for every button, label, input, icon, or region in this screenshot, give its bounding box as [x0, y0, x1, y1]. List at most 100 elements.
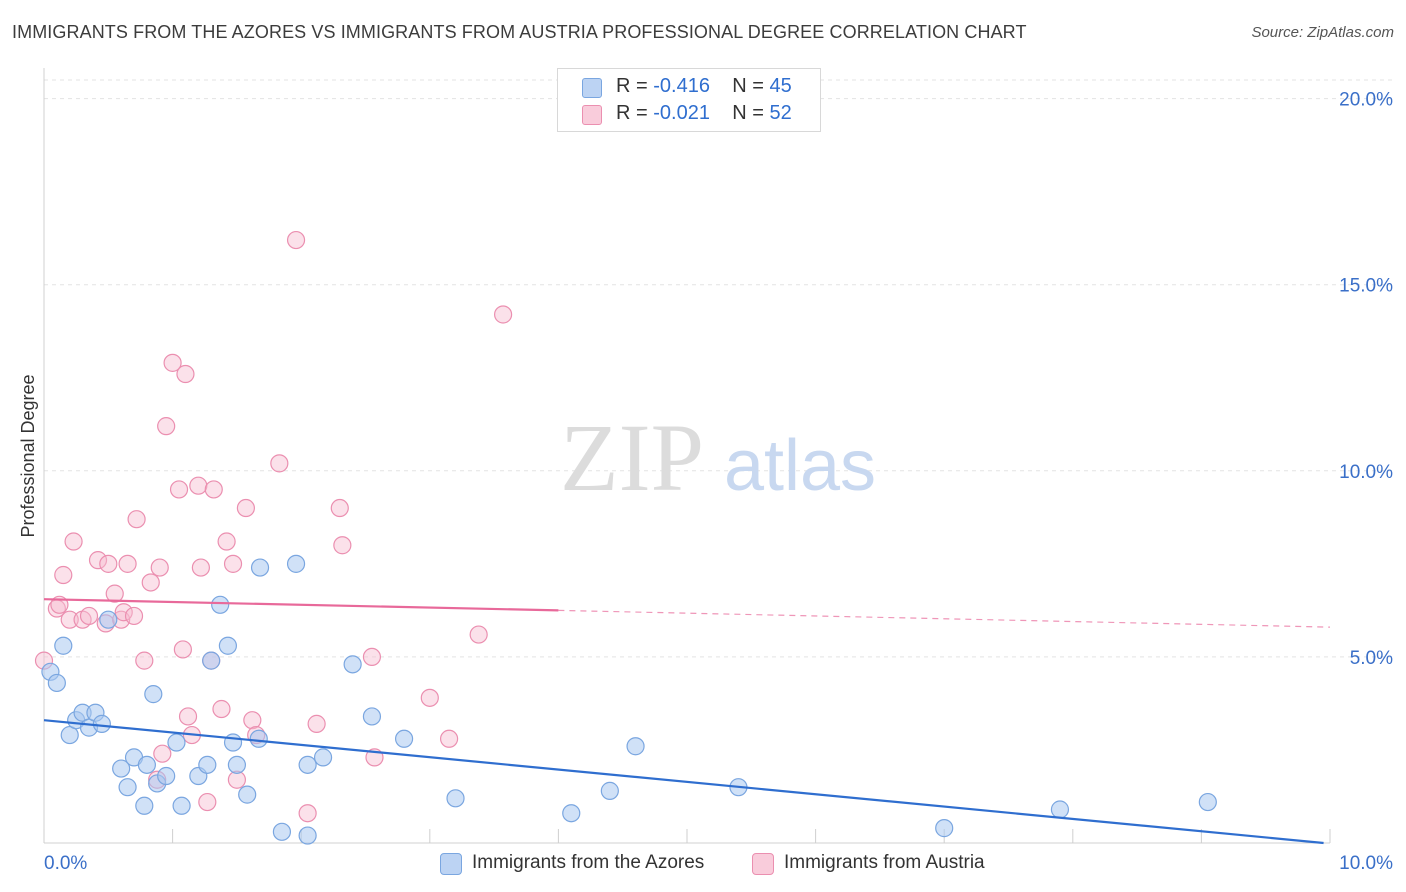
data-point-azores	[172, 796, 191, 815]
legend-stats-austria: R = -0.021 N = 52	[616, 102, 792, 124]
data-point-austria	[163, 353, 182, 372]
data-point-austria	[64, 532, 83, 551]
data-point-azores	[227, 755, 246, 774]
data-point-austria	[178, 707, 198, 726]
data-point-austria	[99, 554, 118, 573]
legend-label-azores: Immigrants from the Azores	[472, 852, 705, 873]
trend-line-austria	[43, 598, 559, 612]
watermark-zip: ZIP	[560, 404, 704, 511]
data-point-austria	[298, 804, 317, 823]
data-point-austria	[169, 480, 189, 499]
legend-swatch-azores	[582, 78, 602, 98]
data-point-austria	[307, 714, 326, 733]
data-point-azores	[157, 766, 176, 786]
data-point-austria	[60, 610, 79, 629]
x-tick-label-max: 10.0%	[1339, 853, 1393, 874]
data-point-austria	[362, 647, 382, 667]
data-point-azores	[92, 714, 111, 733]
data-point-austria	[153, 744, 172, 763]
data-point-austria	[54, 565, 73, 585]
source-label: Source: ZipAtlas.com	[1251, 24, 1394, 41]
data-point-azores	[446, 789, 465, 808]
data-point-austria	[118, 554, 137, 573]
data-point-austria	[469, 625, 488, 644]
data-point-austria	[333, 536, 352, 555]
n-value-azores: 45	[769, 75, 792, 97]
data-point-azores	[298, 826, 317, 845]
data-point-azores	[935, 819, 954, 838]
series-austria-points	[34, 230, 513, 823]
data-point-austria	[79, 606, 99, 626]
data-point-austria	[243, 711, 262, 730]
data-point-azores	[562, 804, 581, 823]
data-point-austria	[135, 651, 154, 670]
data-point-austria	[204, 480, 223, 499]
series-azores-points	[41, 554, 1217, 845]
y-tick-label: 5.0%	[1350, 648, 1393, 669]
data-point-azores	[223, 733, 243, 752]
data-point-austria	[114, 603, 133, 622]
data-point-austria	[286, 230, 306, 250]
data-point-austria	[270, 454, 289, 473]
legend-swatch-azores-bottom	[440, 853, 462, 875]
x-tick-label-min: 0.0%	[44, 853, 87, 874]
tick-labels: 5.0% 10.0% 15.0% 20.0% 0.0% 10.0%	[44, 90, 1393, 874]
data-point-austria	[420, 688, 439, 707]
watermark-atlas: atlas	[724, 426, 876, 506]
data-point-azores	[343, 655, 362, 674]
legend-label-austria: Immigrants from Austria	[784, 852, 985, 873]
y-axis-label: Professional Degree	[18, 374, 38, 537]
gridlines	[44, 79, 1394, 658]
data-point-azores	[99, 610, 118, 629]
data-point-azores	[118, 778, 137, 797]
data-point-austria	[105, 584, 124, 603]
data-point-azores	[47, 673, 66, 693]
data-point-azores	[54, 636, 73, 655]
data-point-azores	[211, 595, 230, 614]
data-point-austria	[189, 476, 208, 495]
data-point-azores	[238, 785, 257, 804]
data-point-austria	[88, 551, 108, 570]
data-point-azores	[112, 759, 131, 778]
correlation-legend: R = -0.416 N = 45 R = -0.021 N = 52	[557, 68, 821, 132]
chart-title: IMMIGRANTS FROM THE AZORES VS IMMIGRANTS…	[12, 22, 1027, 42]
data-point-austria	[198, 792, 217, 812]
r-value-azores: -0.416	[653, 75, 710, 97]
data-point-austria	[236, 498, 256, 518]
legend-swatch-austria-bottom	[752, 853, 774, 875]
data-point-azores	[362, 707, 382, 726]
data-point-azores	[272, 822, 292, 841]
data-point-azores	[313, 748, 333, 767]
data-point-austria	[439, 729, 459, 748]
data-point-azores	[394, 729, 414, 748]
y-tick-label: 10.0%	[1339, 462, 1393, 483]
data-point-azores	[135, 796, 154, 815]
data-point-azores	[1050, 800, 1070, 819]
data-point-azores	[298, 755, 317, 774]
data-point-azores	[198, 755, 217, 774]
data-point-austria	[176, 364, 195, 384]
y-tick-label: 15.0%	[1339, 276, 1393, 297]
data-point-austria	[191, 558, 210, 577]
data-point-austria	[217, 532, 236, 551]
data-point-austria	[127, 510, 146, 529]
data-point-azores	[249, 729, 268, 748]
data-point-azores	[218, 636, 237, 655]
r-value-austria: -0.021	[653, 102, 710, 124]
data-point-austria	[157, 417, 176, 436]
data-point-austria	[212, 699, 231, 719]
trend-line-azores	[43, 719, 1324, 845]
data-point-azores	[626, 737, 645, 756]
y-tick-label: 20.0%	[1339, 90, 1393, 111]
data-point-azores	[167, 733, 186, 752]
data-point-azores	[286, 554, 306, 573]
data-point-azores	[202, 651, 221, 670]
legend-swatch-austria	[582, 105, 602, 125]
n-value-austria: 52	[769, 102, 792, 124]
data-point-austria	[141, 573, 160, 592]
data-point-austria	[150, 558, 169, 577]
trend-line-austria-extrapolated	[558, 609, 1331, 628]
data-point-azores	[144, 685, 163, 704]
legend-stats-azores: R = -0.416 N = 45	[616, 75, 792, 97]
